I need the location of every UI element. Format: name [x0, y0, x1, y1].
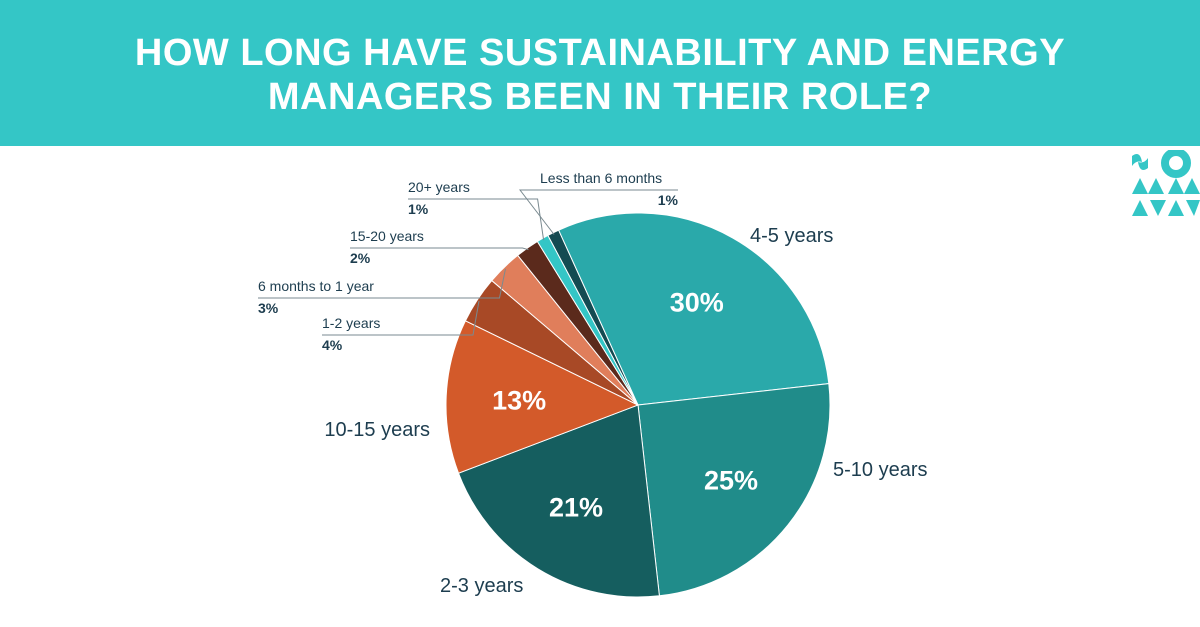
slice-label-15-20-years: 15-20 years [350, 228, 424, 244]
leader-line-6-months-to-1-year [258, 268, 506, 299]
pie-slice-2-3-years [457, 404, 660, 598]
pie-slice-4-5-years [558, 212, 830, 406]
pie-slice-20-years [536, 234, 639, 406]
slice-label-5-10-years: 5-10 years [833, 459, 928, 481]
slice-value-1-2-years: 4% [322, 337, 343, 353]
leader-line-less-than-6-months [518, 189, 678, 235]
slice-value-5-10-years: 25% [704, 465, 758, 495]
pie-slice-5-10-years [637, 383, 831, 597]
slice-label-4-5-years: 4-5 years [750, 225, 833, 247]
slice-label-2-3-years: 2-3 years [440, 575, 523, 597]
slice-label-less-than-6-months: Less than 6 months [540, 170, 662, 186]
slice-value-less-than-6-months: 1% [658, 192, 679, 208]
leader-line-20-years [408, 198, 545, 241]
slice-value-4-5-years: 30% [670, 288, 724, 318]
leader-line-1-2-years [322, 300, 480, 336]
slice-value-6-months-to-1-year: 3% [258, 300, 279, 316]
slice-label-10-15-years: 10-15 years [324, 419, 430, 441]
slice-value-2-3-years: 21% [549, 493, 603, 523]
slice-label-6-months-to-1-year: 6 months to 1 year [258, 278, 374, 294]
leader-line-15-20-years [350, 247, 529, 251]
slice-value-10-15-years: 13% [492, 386, 546, 416]
header-banner: HOW LONG HAVE SUSTAINABILITY AND ENERGY … [0, 0, 1200, 146]
slice-value-20-years: 1% [408, 201, 429, 217]
pie-slice-10-15-years [445, 320, 640, 474]
slice-label-20-years: 20+ years [408, 179, 470, 195]
chart-title: HOW LONG HAVE SUSTAINABILITY AND ENERGY … [134, 32, 1066, 118]
slice-value-15-20-years: 2% [350, 250, 371, 266]
brand-logo-icon [1132, 150, 1200, 216]
slice-label-1-2-years: 1-2 years [322, 315, 380, 331]
